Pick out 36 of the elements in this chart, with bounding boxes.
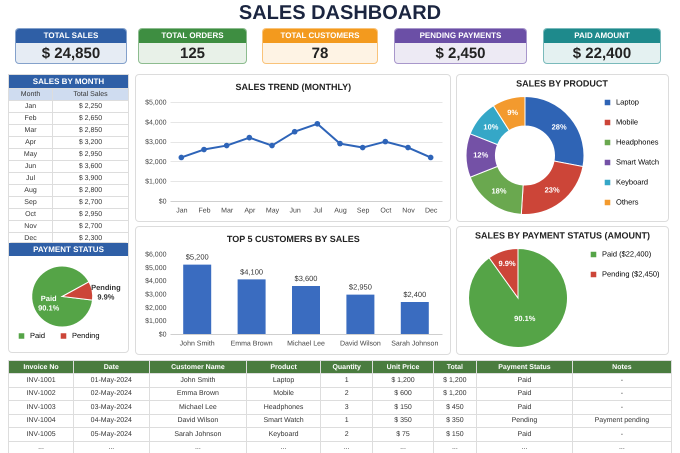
- category-label: TOTAL CUSTOMERS: [263, 29, 377, 43]
- title-banner: PAYMENT STATUS: [9, 243, 128, 256]
- bar: [400, 302, 429, 334]
- category-label: TOTAL SALES: [16, 29, 126, 43]
- text: $ 22,400: [572, 45, 632, 62]
- point: [178, 154, 184, 160]
- bar: [238, 279, 266, 334]
- bar: [292, 286, 320, 334]
- point: [360, 144, 366, 150]
- text: SALES BY MONTH: [8, 74, 128, 88]
- category-label: TOTAL ORDERS: [139, 29, 246, 43]
- point: [246, 134, 252, 140]
- pie-slice: [31, 266, 93, 328]
- chart-title: SALES TREND (MONTHLY): [235, 82, 352, 92]
- pie-slice: [468, 248, 568, 348]
- point: [428, 154, 434, 160]
- chart-title: SALES BY PAYMENT STATUS (AMOUNT): [474, 230, 650, 240]
- category-label: PENDING PAYMENTS: [395, 29, 526, 43]
- bar: [183, 264, 212, 334]
- text: 125: [180, 45, 206, 62]
- text: SALES BY PRODUCT: [516, 78, 608, 88]
- point: [269, 142, 275, 148]
- text: $ 2,450: [435, 45, 486, 62]
- point: [337, 140, 343, 146]
- point: [382, 138, 388, 144]
- chart-title: TOP 5 CUSTOMERS BY SALES: [226, 234, 360, 244]
- category-label: PAID AMOUNT: [544, 29, 660, 43]
- point: [201, 146, 207, 152]
- point: [314, 120, 320, 127]
- point: [405, 144, 411, 150]
- text: 78: [312, 45, 328, 62]
- text: SALES DASHBOARD: [238, 2, 442, 25]
- bar: [346, 294, 374, 334]
- point: [224, 142, 230, 148]
- point: [292, 128, 298, 135]
- text: $ 24,850: [42, 45, 100, 62]
